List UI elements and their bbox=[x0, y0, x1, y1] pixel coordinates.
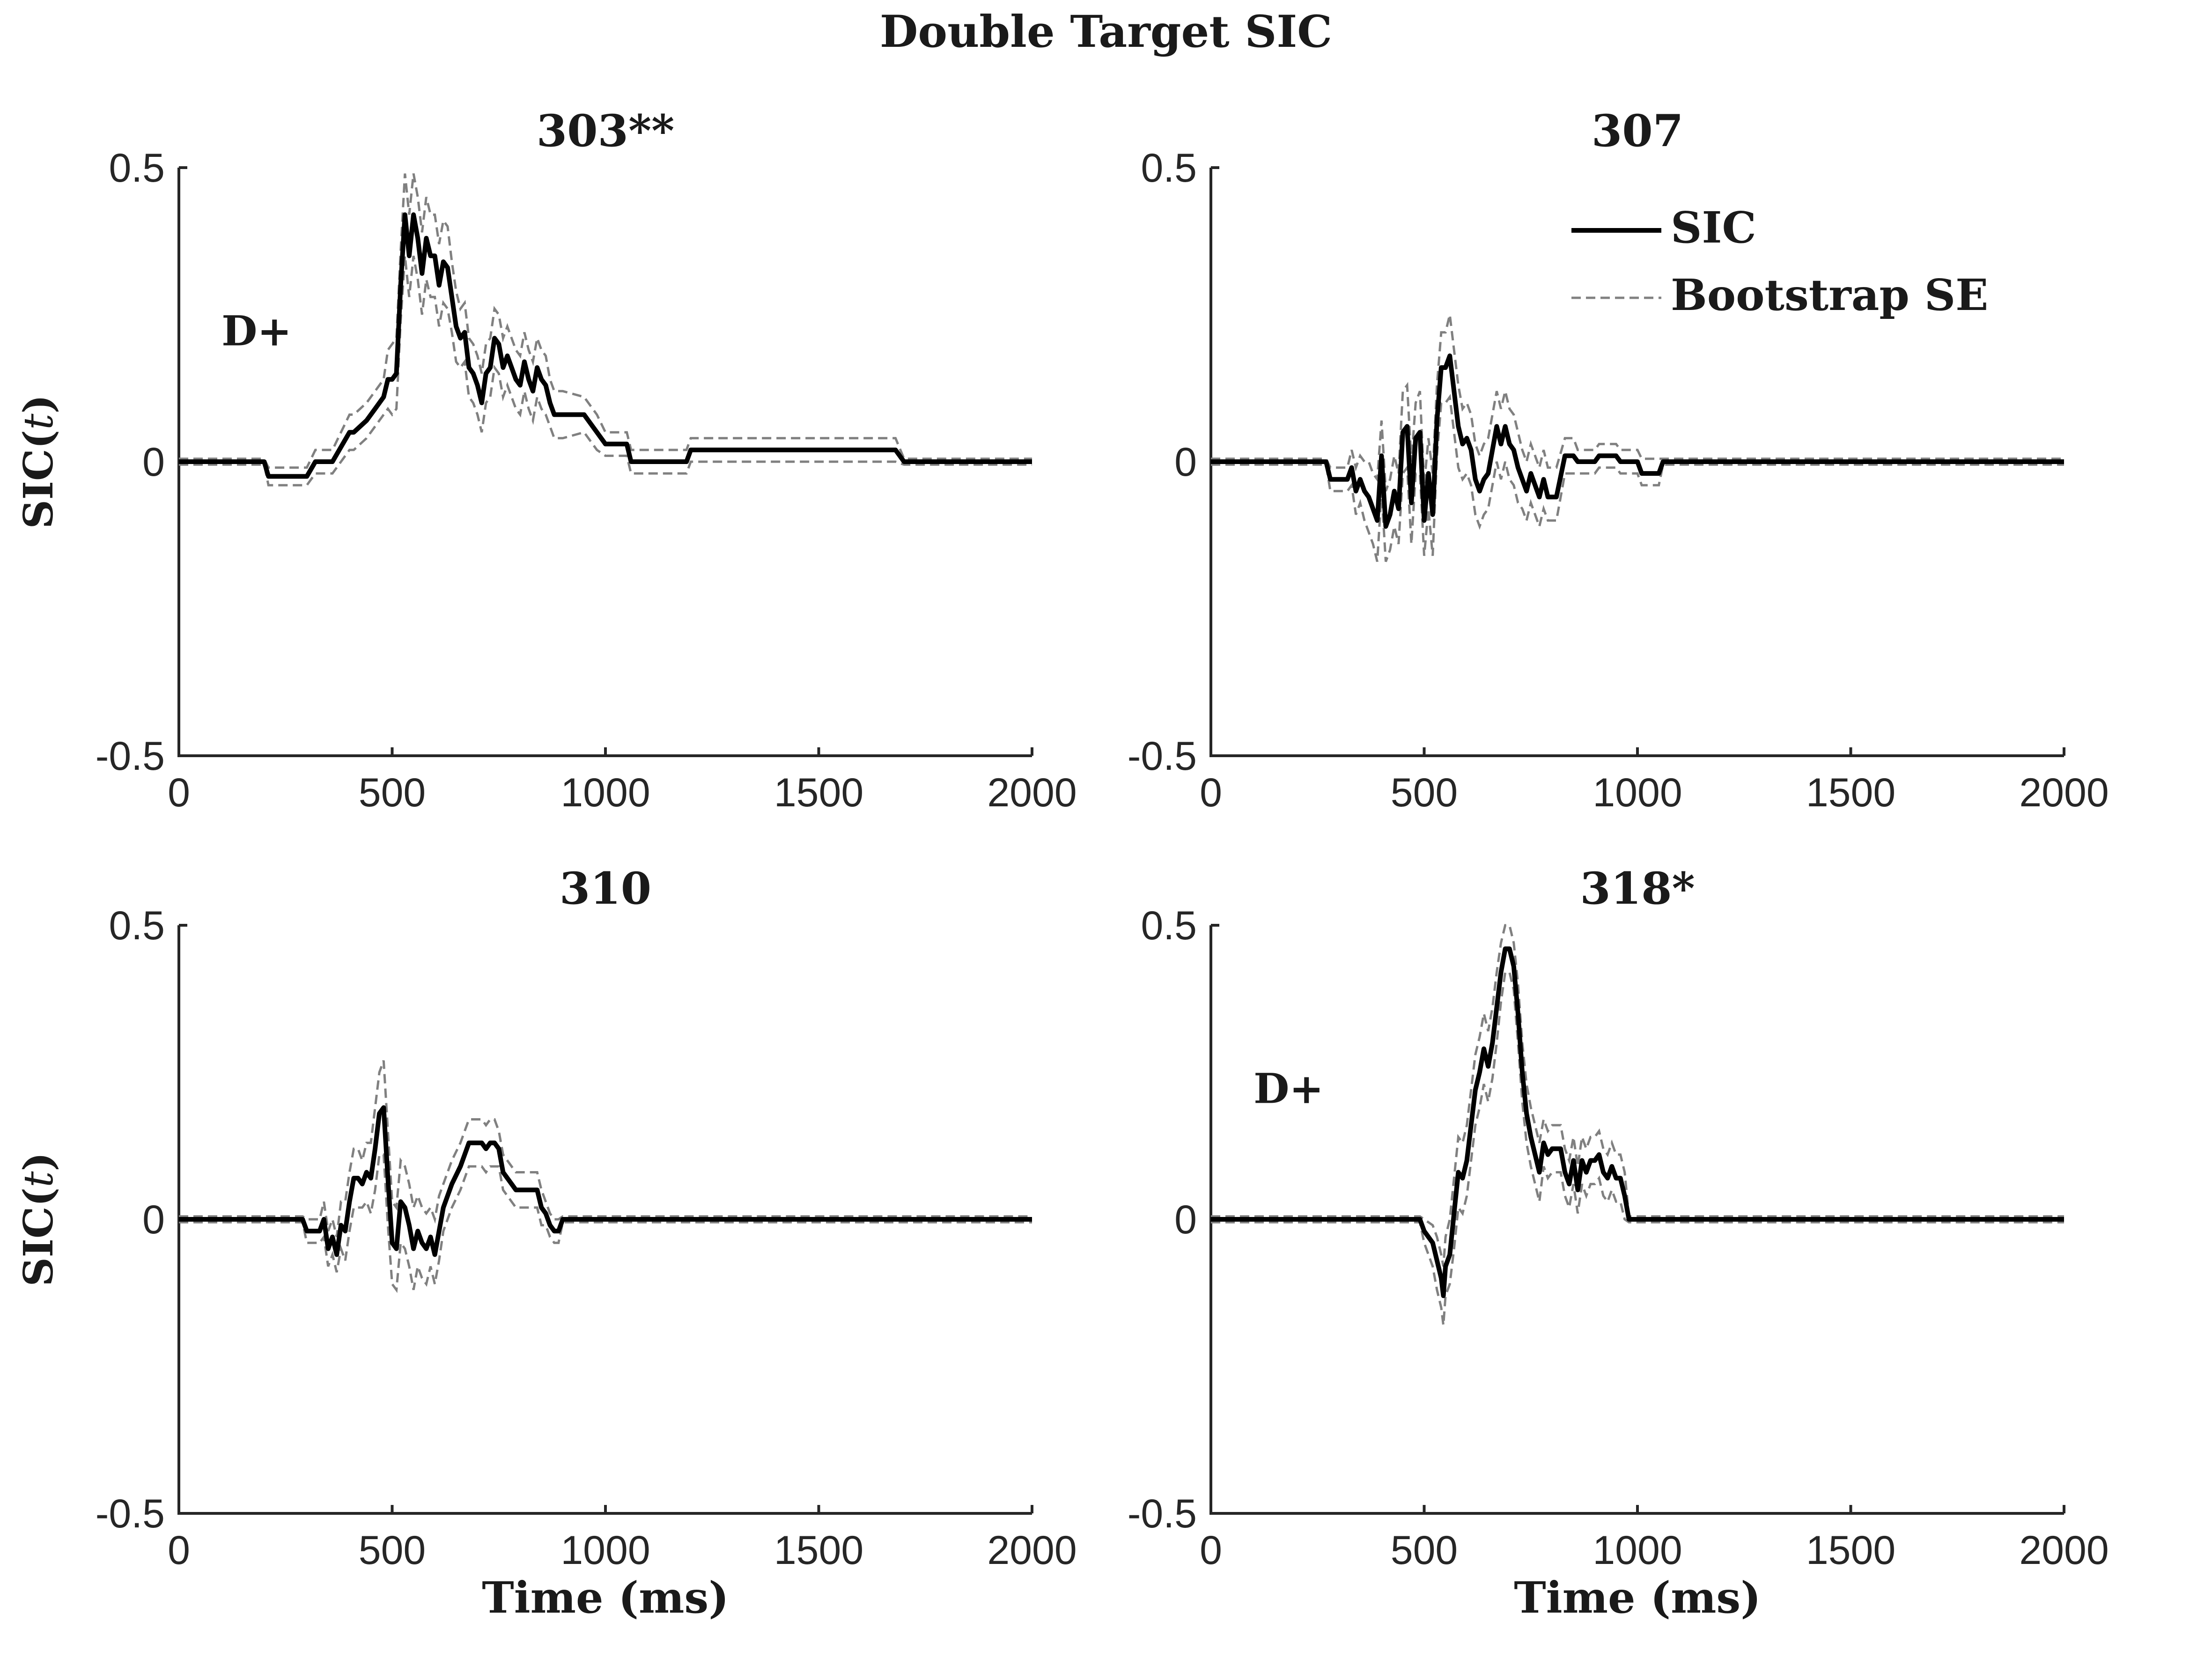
x-tick-label: 1500 bbox=[1806, 770, 1895, 815]
panel-annotation: D+ bbox=[221, 307, 292, 355]
x-tick-label: 0 bbox=[1200, 770, 1222, 815]
y-tick-label: 0 bbox=[1174, 440, 1197, 485]
sic-line bbox=[1211, 353, 2064, 529]
y-tick-label: -0.5 bbox=[1128, 734, 1197, 779]
y-tick-label: 0.5 bbox=[1141, 903, 1197, 948]
figure-title: Double Target SIC bbox=[880, 6, 1332, 58]
panel-annotation: D+ bbox=[1253, 1064, 1324, 1113]
x-tick-label: 500 bbox=[359, 770, 426, 815]
panel-title: 303** bbox=[537, 105, 675, 157]
sic-line bbox=[179, 212, 1032, 479]
y-tick-label: 0.5 bbox=[1141, 146, 1197, 191]
x-tick-label: 1000 bbox=[560, 770, 650, 815]
y-tick-label: -0.5 bbox=[1128, 1491, 1197, 1536]
x-tick-label: 1000 bbox=[1593, 1528, 1682, 1573]
sic-line bbox=[1211, 946, 2064, 1298]
x-tick-label: 500 bbox=[1391, 1528, 1458, 1573]
x-tick-label: 1500 bbox=[1806, 1528, 1895, 1573]
y-tick-label: -0.5 bbox=[96, 734, 165, 779]
panel-title: 310 bbox=[560, 863, 651, 914]
bootstrap-se-line bbox=[1211, 314, 2064, 492]
y-tick-label: 0.5 bbox=[109, 903, 165, 948]
bootstrap-se-line bbox=[1211, 924, 2064, 1267]
x-axis-label: Time (ms) bbox=[482, 1572, 729, 1623]
panels: 303**0 500 1000 1500 2000-0.500.5SIC(t)D+307… bbox=[15, 105, 2109, 1623]
y-tick-label: 0 bbox=[1174, 1197, 1197, 1242]
x-axis-label: Time (ms) bbox=[1514, 1572, 1761, 1623]
x-tick-label: 2000 bbox=[987, 770, 1077, 815]
x-tick-label: 1500 bbox=[774, 1528, 863, 1573]
x-tick-label: 500 bbox=[359, 1528, 426, 1573]
bootstrap-se-line bbox=[179, 1060, 1032, 1238]
x-tick-label: 2000 bbox=[2019, 770, 2109, 815]
x-tick-label: 0 bbox=[168, 770, 190, 815]
x-tick-label: 0 bbox=[1200, 1528, 1222, 1573]
x-tick-label: 1000 bbox=[1593, 770, 1682, 815]
x-tick-label: 500 bbox=[1391, 770, 1458, 815]
x-tick-label: 1500 bbox=[774, 770, 863, 815]
legend: SIC Bootstrap SE bbox=[1571, 202, 1988, 320]
x-tick-label: 0 bbox=[168, 1528, 190, 1573]
bootstrap-se-line bbox=[179, 255, 1032, 487]
bootstrap-se-line bbox=[179, 173, 1032, 469]
x-tick-label: 2000 bbox=[987, 1528, 1077, 1573]
y-tick-label: 0 bbox=[142, 1197, 165, 1242]
bootstrap-se-line bbox=[1211, 971, 2064, 1326]
x-tick-label: 2000 bbox=[2019, 1528, 2109, 1573]
y-axis-label: SIC(t) bbox=[15, 1152, 62, 1287]
panel-title: 307 bbox=[1592, 105, 1683, 157]
sic-line bbox=[179, 1105, 1032, 1257]
bootstrap-se-line bbox=[179, 1153, 1032, 1293]
y-tick-label: -0.5 bbox=[96, 1491, 165, 1536]
y-tick-label: 0.5 bbox=[109, 146, 165, 191]
y-axis-label: SIC(t) bbox=[15, 395, 62, 529]
legend-sic-label: SIC bbox=[1671, 202, 1756, 253]
y-tick-label: 0 bbox=[142, 440, 165, 485]
panel-title: 318* bbox=[1580, 863, 1695, 914]
x-tick-label: 1000 bbox=[560, 1528, 650, 1573]
legend-se-label: Bootstrap SE bbox=[1671, 270, 1988, 320]
